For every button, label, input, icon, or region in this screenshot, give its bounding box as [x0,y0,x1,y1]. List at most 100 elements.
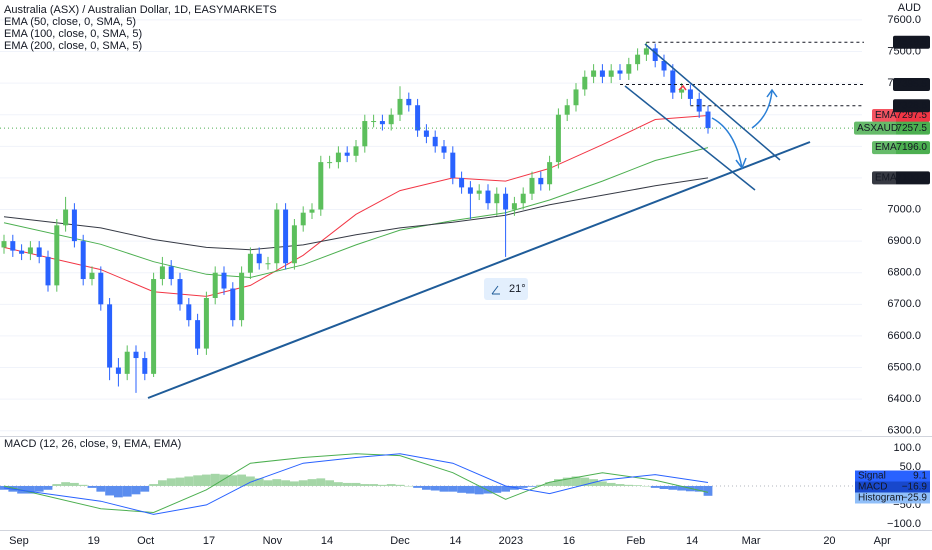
candle-body [98,272,104,305]
candle-body [687,89,693,99]
histogram-bar [659,485,669,490]
candle-body [626,64,632,74]
price-label-name-box [872,141,896,155]
candle-body [591,70,597,77]
candle-body [415,105,421,131]
histogram-bar [114,485,123,498]
candle-body [670,70,676,93]
x-tick-label: 16 [563,535,575,547]
price-label-name-box [872,171,896,185]
angle-label: 21° [509,283,526,295]
histogram-bar [474,485,484,495]
x-tick-label: Feb [626,535,645,547]
macd-tick-label: 50.0 [900,461,921,473]
candle-body [617,70,623,74]
level-label-box [893,99,930,113]
level-label-box [893,78,930,92]
x-tick-label: Nov [263,535,283,547]
candle-body [379,121,385,125]
histogram-bar [562,477,572,486]
candle-body [186,304,192,321]
candle-body [547,162,553,185]
y-tick-label: 6900.0 [887,235,921,247]
histogram-bar [483,485,493,494]
candle-body [318,162,324,210]
histogram-bar [96,485,106,492]
histogram-bar [193,475,202,486]
x-tick-label: Mar [742,535,761,547]
candle-body [168,266,174,280]
candle-body [177,279,183,305]
legend-value: 9.1 [913,471,927,482]
candle-body [107,304,113,368]
histogram-bar [457,485,466,493]
arrow-down [711,117,743,169]
candle-body [309,209,315,213]
histogram-bar [307,479,317,486]
histogram-bar [430,485,440,491]
histogram-bar [386,484,396,486]
histogram-bar [87,485,97,488]
chart-title: Australia (ASX) / Australian Dollar, 1D,… [4,4,277,16]
candle-body [327,162,333,164]
histogram-bar [606,482,616,486]
arrow-head [735,157,747,170]
candle-body [54,225,60,286]
x-tick-label: Sep [9,535,29,547]
candle-body [27,247,33,254]
y-tick-label: 6800.0 [887,267,921,279]
histogram-bar [78,484,88,486]
histogram-bar [105,485,114,496]
x-tick-label: Dec [390,535,410,547]
macd-tick-label: −100.0 [887,518,921,530]
histogram-bar [668,485,678,490]
drawings [147,43,811,399]
histogram-bar [466,485,475,494]
indicator-label: EMA (50, close, 0, SMA, 5) [4,16,136,28]
macd-title: MACD (12, 26, close, 9, EMA, EMA) [4,438,181,450]
candle-body [19,250,25,254]
indicator-label: EMA (200, close, 0, SMA, 5) [4,40,142,52]
angle-icon [491,285,500,295]
candle-body [36,247,42,257]
histogram-bar [518,485,528,488]
price-label-box [854,121,930,135]
histogram-bar [677,485,686,491]
indicator-label: EMA (100, close, 0, SMA, 5) [4,28,142,40]
histogram-bar [633,485,642,486]
price-label-value: 7257.5 [896,123,927,134]
histogram-bar [26,485,35,494]
candle-body [635,54,641,65]
candle-body [353,146,359,156]
candle-body [45,256,51,286]
y-tick-label: 6500.0 [887,361,921,373]
histogram-bar [598,481,607,486]
y-tick-label: 7600.0 [887,14,921,26]
histogram-bar [501,485,510,492]
macd-line [3,453,709,515]
legend-name: Signal [858,471,886,482]
candle-body [142,358,148,374]
histogram-bar [175,477,185,486]
candle-body [529,177,535,194]
price-label-box [872,109,930,123]
candle-body [494,193,500,204]
histogram-bar [448,485,458,492]
candle-body [397,98,403,115]
histogram-bar [122,485,132,497]
price-label-name: EMA [875,110,897,121]
x-tick-label: 14 [321,535,333,547]
price-label-name: EMA [875,172,897,183]
histogram-bar [316,478,326,486]
histogram-bar [650,485,660,488]
candle-body [274,209,280,264]
price-label-value: 7100.2 [896,172,927,183]
candle-body [1,241,7,248]
candle-body [212,272,218,299]
histogram-bar [369,484,378,486]
x-tick-label: Oct [137,535,154,547]
candle-body [230,288,236,321]
histogram-bar [580,477,590,486]
histogram-bar [140,485,150,492]
plot: 6300.0 6400.0 6500.0 6600.0 6700.0 6800.0 6900… [0,14,930,547]
